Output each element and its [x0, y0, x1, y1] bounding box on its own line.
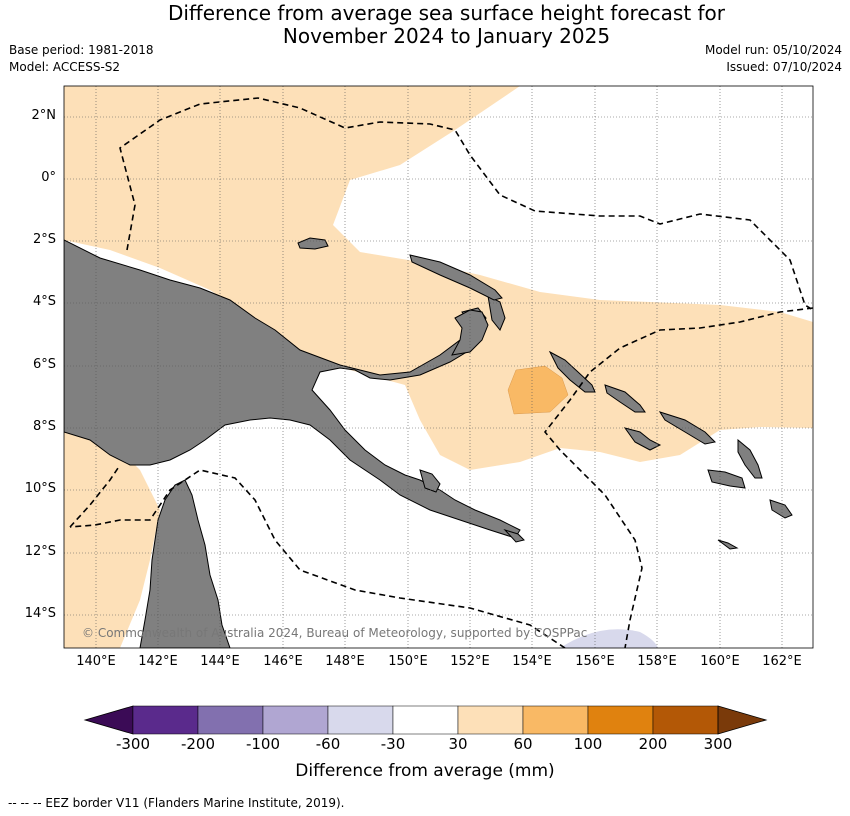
- colorbar-label-minus30: -30: [380, 735, 406, 753]
- title-line-1: Difference from average sea surface heig…: [167, 1, 726, 25]
- eez-png-east: [543, 307, 813, 648]
- colorbar-label-300: 300: [703, 735, 733, 753]
- colorbar-segment-4: [327, 705, 394, 735]
- colorbar-title: Difference from average (mm): [295, 761, 555, 781]
- land-santa-isabel: [658, 411, 717, 445]
- land-new-guinea: [64, 239, 521, 539]
- land-small-island-1: [717, 539, 739, 550]
- land-manus: [297, 237, 329, 250]
- lon-label-152e: 152°E: [450, 654, 490, 669]
- land-makira: [769, 499, 793, 519]
- colorbar-label-200: 200: [638, 735, 668, 753]
- anomaly-region-light-purple: [560, 629, 658, 648]
- land-new-ireland: [409, 254, 503, 301]
- lat-label-8s: 8°S: [32, 419, 56, 434]
- colorbar-low-extension: [83, 705, 134, 735]
- anomaly-region-mid-orange: [507, 365, 569, 415]
- colorbar-label-100: 100: [573, 735, 603, 753]
- land-dentrecasteaux: [419, 469, 441, 493]
- colorbar-label-minus60: -60: [315, 735, 341, 753]
- colorbar-label-60: 60: [513, 735, 533, 753]
- lat-label-2n: 2°N: [31, 108, 57, 123]
- lon-label-144e: 144°E: [200, 654, 240, 669]
- colorbar-label-30: 30: [448, 735, 468, 753]
- lat-label-10s: 10°S: [24, 481, 56, 496]
- land-louisiade: [503, 528, 525, 543]
- colorbar-label-minus300: -300: [115, 735, 151, 753]
- base-period: Base period: 1981-2018: [9, 43, 154, 57]
- lat-label-2s: 2°S: [32, 232, 56, 247]
- map-title: Difference from average sea surface heig…: [0, 2, 850, 48]
- colorbar-label-minus200: -200: [180, 735, 216, 753]
- lat-label-12s: 12°S: [24, 544, 56, 559]
- model-name: Model: ACCESS-S2: [9, 60, 121, 74]
- eez-west-segment: [69, 464, 121, 528]
- colorbar-segment-7: [522, 705, 589, 735]
- land-choiseul: [604, 384, 646, 413]
- colorbar-segment-1: [132, 705, 199, 735]
- issued-date: Issued: 07/10/2024: [726, 60, 842, 74]
- eez-png-north: [119, 97, 813, 311]
- anomaly-region-light-orange-south: [64, 430, 160, 648]
- eez-legend-note: -- -- -- EEZ border V11 (Flanders Marine…: [8, 796, 345, 810]
- lon-label-146e: 146°E: [263, 654, 303, 669]
- colorbar-segment-9: [652, 705, 719, 735]
- colorbar-segment-3: [262, 705, 329, 735]
- lon-label-150e: 150°E: [388, 654, 428, 669]
- lon-label-140e: 140°E: [76, 654, 116, 669]
- map-frame: [63, 85, 814, 649]
- meta-left: Base period: 1981-2018 Model: ACCESS-S2: [9, 42, 154, 76]
- colorbar-segment-2: [197, 705, 264, 735]
- colorbar-segment-5: [392, 705, 459, 735]
- colorbar: [83, 705, 768, 735]
- lat-label-14s: 14°S: [24, 606, 56, 621]
- lon-label-142e: 142°E: [138, 654, 178, 669]
- title-line-2: November 2024 to January 2025: [282, 24, 611, 48]
- lon-label-156e: 156°E: [575, 654, 615, 669]
- colorbar-segment-6: [457, 705, 524, 735]
- copyright-text: © Commonwealth of Australia 2024, Bureau…: [82, 626, 587, 640]
- land-malaita: [737, 438, 763, 479]
- lon-label-148e: 148°E: [325, 654, 365, 669]
- eez-png-south: [69, 469, 566, 648]
- land-new-georgia: [623, 427, 662, 451]
- colorbar-label-minus100: -100: [245, 735, 281, 753]
- colorbar-segment-8: [587, 705, 654, 735]
- grid-lines: [64, 86, 813, 648]
- eez-borders: [69, 97, 813, 648]
- meta-right: Model run: 05/10/2024 Issued: 07/10/2024: [705, 42, 842, 76]
- anomaly-region-light-orange: [64, 86, 813, 470]
- land-new-britain-east: [487, 295, 506, 331]
- land-guadalcanal: [707, 469, 746, 489]
- lon-label-158e: 158°E: [637, 654, 677, 669]
- lat-label-4s: 4°S: [32, 294, 56, 309]
- map-plot-area: © Commonwealth of Australia 2024, Bureau…: [64, 86, 813, 648]
- colorbar-high-extension: [717, 705, 768, 735]
- lat-label-0: 0°: [41, 170, 56, 185]
- lon-label-160e: 160°E: [700, 654, 740, 669]
- lon-label-154e: 154°E: [512, 654, 552, 669]
- lon-label-162e: 162°E: [762, 654, 802, 669]
- lat-label-6s: 6°S: [32, 357, 56, 372]
- model-run: Model run: 05/10/2024: [704, 43, 842, 57]
